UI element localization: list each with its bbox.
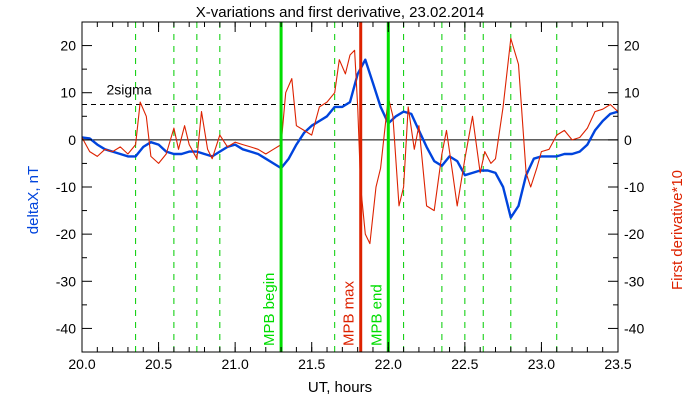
y-tick-label-right-0: 20 — [624, 38, 640, 54]
y-tick-label-right-5: -30 — [624, 273, 644, 289]
y-tick-label-right-1: 10 — [624, 85, 640, 101]
y-tick-label-left-1: 10 — [60, 85, 76, 101]
chart-title: X-variations and first derivative, 23.02… — [196, 4, 485, 21]
marker-label-0: MPB begin — [261, 273, 278, 346]
x-tick-label-5: 22.5 — [451, 356, 478, 372]
x-tick-label-7: 23.5 — [604, 356, 631, 372]
y-tick-label-right-6: -40 — [624, 320, 644, 336]
x-tick-label-3: 21.5 — [298, 356, 325, 372]
y-tick-label-left-6: -40 — [56, 320, 76, 336]
y-tick-label-left-0: 20 — [60, 38, 76, 54]
y-tick-label-right-3: -10 — [624, 179, 644, 195]
y-axis-right-title: First derivative*10 — [669, 170, 686, 290]
y-tick-label-right-4: -20 — [624, 226, 644, 242]
x-tick-label-2: 21.0 — [222, 356, 249, 372]
x-tick-label-1: 20.5 — [145, 356, 172, 372]
marker-label-1: MPB max — [341, 280, 358, 346]
y-tick-label-left-2: 0 — [68, 132, 76, 148]
series-line-deltax — [81, 58, 619, 219]
y-tick-label-left-4: -20 — [56, 226, 76, 242]
y-axis-left-title: deltaX, nT — [25, 166, 42, 234]
plot-area: 2sigma MPB begin MPB max MPB end 20.0 20.5 21.… — [56, 21, 644, 372]
threshold-label: 2sigma — [107, 82, 152, 98]
y-tick-label-left-5: -30 — [56, 273, 76, 289]
y-tick-label-left-3: -10 — [56, 179, 76, 195]
x-tick-label-4: 22.0 — [375, 356, 402, 372]
marker-label-2: MPB end — [368, 284, 385, 346]
x-axis-title: UT, hours — [308, 379, 372, 396]
x-tick-label-6: 23.0 — [528, 356, 555, 372]
series-line-derivative — [81, 37, 619, 245]
y-tick-label-right-2: 0 — [624, 132, 632, 148]
x-tick-label-0: 20.0 — [68, 356, 95, 372]
